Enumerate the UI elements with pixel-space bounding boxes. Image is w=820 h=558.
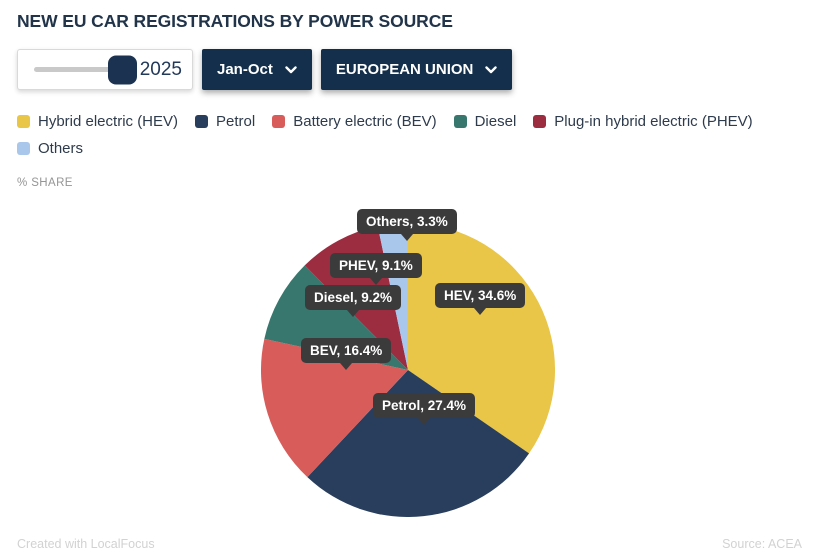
data-label-hev: HEV, 34.6%	[435, 283, 526, 315]
data-label-others: Others, 3.3%	[357, 209, 457, 241]
legend-swatch	[272, 115, 286, 128]
pie-slice-bev[interactable]	[261, 338, 408, 478]
legend-swatch	[17, 115, 30, 128]
legend-item-bev: Battery electric (BEV)	[272, 113, 437, 130]
legend-item-others: Others	[17, 140, 83, 157]
legend-label: Petrol	[216, 113, 256, 130]
legend-item-diesel: Diesel	[453, 113, 517, 130]
pie-slice-petrol[interactable]	[307, 370, 530, 517]
legend-label: Plug-in hybrid electric (PHEV)	[554, 113, 753, 130]
legend-label: Hybrid electric (HEV)	[38, 113, 179, 130]
year-slider-value: 2025	[139, 58, 182, 80]
period-dropdown[interactable]: Jan-Oct	[202, 49, 312, 90]
created-with-link[interactable]: Created with LocalFocus	[17, 537, 155, 551]
legend-label: Others	[38, 140, 84, 157]
legend-label: Diesel	[474, 113, 517, 130]
legend-item-petrol: Petrol	[195, 113, 255, 130]
region-dropdown-label: EUROPEAN UNION	[335, 61, 474, 78]
legend-swatch	[533, 115, 547, 128]
year-slider: 2025	[17, 49, 193, 90]
data-label-phev: PHEV, 9.1%	[330, 253, 422, 285]
axis-unit-label: % SHARE	[17, 177, 73, 189]
year-slider-track[interactable]	[34, 55, 137, 84]
chart-legend: Hybrid electric (HEV) Petrol Battery ele…	[17, 113, 809, 157]
legend-item-phev: Plug-in hybrid electric (PHEV)	[533, 113, 753, 130]
year-slider-handle[interactable]	[107, 55, 137, 84]
pie-slice-hev[interactable]	[408, 223, 555, 454]
period-dropdown-label: Jan-Oct	[217, 61, 273, 78]
controls-row: 2025 Jan-Oct EUROPEAN UNION	[17, 49, 513, 90]
legend-item-hev: Hybrid electric (HEV)	[17, 113, 178, 130]
data-label-bev: BEV, 16.4%	[301, 338, 392, 370]
page-title: NEW EU CAR REGISTRATIONS BY POWER SOURCE	[17, 11, 453, 31]
pie-chart: Others, 3.3% PHEV, 9.1% Diesel, 9.2% BEV…	[261, 209, 555, 517]
legend-swatch	[453, 115, 467, 128]
legend-swatch	[195, 115, 209, 128]
chevron-down-icon	[485, 65, 498, 74]
region-dropdown[interactable]: EUROPEAN UNION	[320, 49, 513, 90]
data-label-diesel: Diesel, 9.2%	[305, 285, 402, 317]
source-label: Source: ACEA	[722, 537, 802, 551]
data-label-petrol: Petrol, 27.4%	[373, 393, 476, 425]
legend-label: Battery electric (BEV)	[293, 113, 437, 130]
chevron-down-icon	[285, 65, 297, 74]
legend-swatch	[17, 142, 30, 155]
